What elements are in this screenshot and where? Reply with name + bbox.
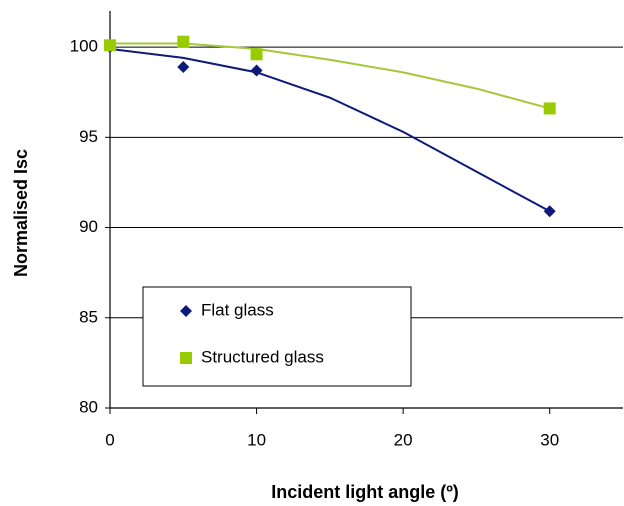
x-tick-label: 10 [247, 430, 266, 449]
marker [543, 205, 556, 218]
x-tick-label: 20 [394, 430, 413, 449]
marker [250, 48, 263, 61]
y-tick-label: 100 [70, 37, 98, 56]
marker [543, 102, 556, 115]
marker [104, 39, 116, 52]
legend: Flat glass Structured glass [142, 286, 412, 387]
x-tick-label: 30 [540, 430, 559, 449]
y-tick-label: 80 [79, 397, 98, 416]
legend-box [142, 286, 412, 387]
legend-label: Structured glass [201, 347, 324, 366]
legend-label: Flat glass [201, 300, 274, 319]
marker [177, 60, 190, 73]
marker [250, 64, 263, 77]
legend-marker [180, 352, 192, 364]
y-tick-label: 90 [79, 217, 98, 236]
marker [177, 35, 190, 48]
y-tick-label: 85 [79, 307, 98, 326]
trendline [109, 47, 551, 213]
y-tick-label: 95 [79, 127, 98, 146]
y-axis-title: Normalised Isc [11, 149, 31, 277]
x-axis-title: Incident light angle (º) [271, 482, 459, 502]
legend-marker [180, 305, 192, 317]
x-tick-label: 0 [105, 430, 114, 449]
